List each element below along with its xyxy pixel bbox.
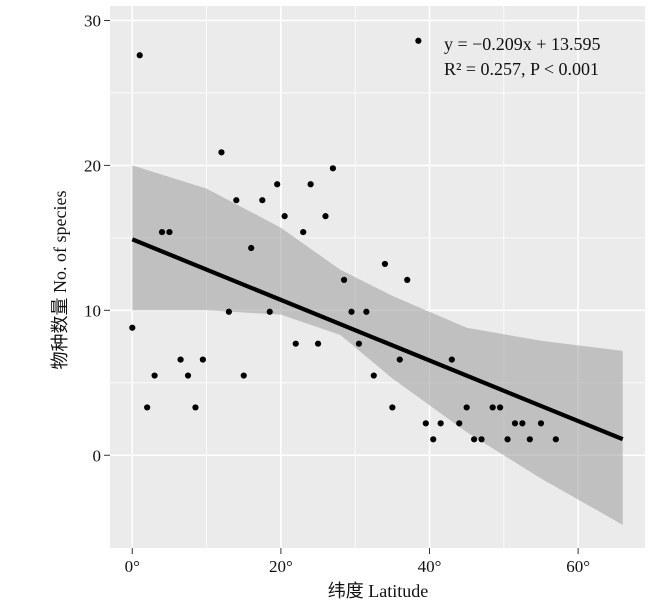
data-point-25 (340, 276, 348, 283)
stats-annotation: R² = 0.257, P < 0.001 (444, 59, 599, 79)
data-point-3 (151, 372, 158, 379)
data-point-17 (274, 181, 281, 188)
x-tick-label-1: 20° (269, 557, 293, 576)
data-point-21 (307, 181, 314, 188)
data-point-15 (259, 197, 266, 204)
data-point-10 (218, 149, 225, 156)
data-point-28 (363, 308, 370, 315)
data-point-7 (184, 372, 192, 379)
x-tick-label-2: 40° (418, 557, 442, 576)
data-point-31 (389, 404, 396, 411)
confidence-band (132, 165, 623, 525)
data-point-43 (489, 404, 496, 411)
confidence-band-layer (132, 165, 623, 525)
data-point-37 (437, 420, 444, 427)
fit-line-layer (131, 237, 624, 442)
data-point-29 (370, 372, 377, 379)
data-point-33 (404, 276, 411, 283)
y-tick-label-1: 10 (84, 301, 101, 320)
data-point-13 (240, 372, 247, 379)
data-point-1 (136, 52, 143, 59)
data-points-layer (129, 37, 559, 443)
data-point-18 (281, 213, 288, 220)
data-point-44 (497, 404, 504, 411)
x-tick-label-3: 60° (566, 557, 590, 576)
data-point-27 (355, 340, 363, 347)
data-point-14 (248, 244, 255, 252)
y-tick-label-0: 0 (93, 446, 102, 465)
x-tick-label-0: 0° (125, 557, 140, 576)
data-point-36 (430, 436, 437, 443)
data-point-4 (158, 228, 166, 236)
data-point-16 (266, 308, 273, 315)
data-point-46 (511, 420, 519, 427)
data-point-0 (129, 324, 136, 331)
data-point-42 (478, 436, 485, 443)
axes-layer: 0° 20° 40° 60° 0 10 20 30 (84, 11, 590, 576)
data-point-30 (381, 260, 389, 268)
data-point-6 (177, 356, 184, 363)
data-point-38 (448, 356, 455, 363)
x-axis-title: 纬度 Latitude (328, 581, 428, 601)
y-tick-label-3: 30 (84, 11, 101, 30)
data-point-8 (192, 404, 199, 411)
data-point-48 (526, 436, 533, 443)
data-point-40 (463, 404, 470, 411)
data-point-32 (396, 356, 403, 363)
data-point-9 (199, 356, 206, 363)
y-tick-label-2: 20 (84, 156, 101, 175)
data-point-24 (329, 165, 337, 172)
data-point-5 (166, 228, 173, 236)
data-point-23 (322, 213, 329, 220)
data-point-34 (415, 37, 422, 44)
data-point-19 (292, 340, 299, 347)
data-point-47 (519, 420, 526, 427)
data-point-45 (504, 436, 511, 443)
regression-line (131, 237, 624, 442)
data-point-11 (225, 308, 232, 315)
data-point-20 (300, 228, 307, 236)
data-point-2 (144, 404, 151, 411)
equation-annotation: y = −0.209x + 13.595 (444, 34, 600, 54)
data-point-49 (537, 420, 545, 427)
data-point-22 (314, 340, 322, 347)
data-point-26 (348, 308, 355, 315)
data-point-12 (233, 197, 240, 204)
data-point-39 (456, 420, 463, 427)
data-point-41 (470, 436, 478, 443)
data-point-35 (422, 420, 429, 427)
data-point-50 (552, 436, 559, 443)
y-axis-title: 物种数量 No. of species (50, 191, 70, 370)
